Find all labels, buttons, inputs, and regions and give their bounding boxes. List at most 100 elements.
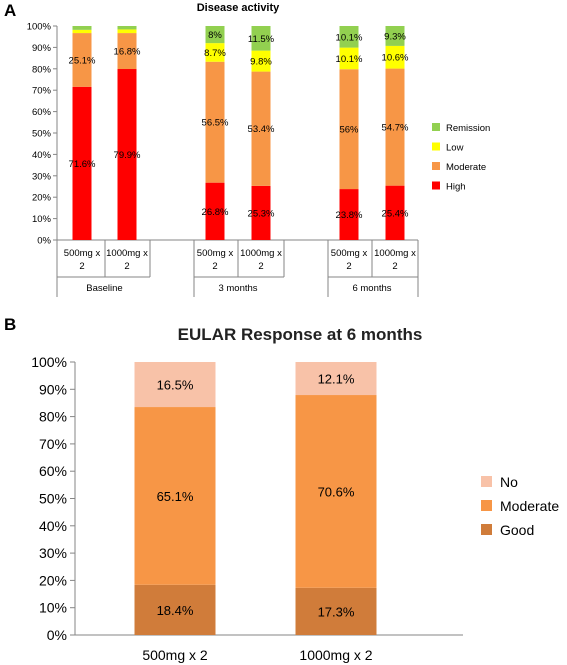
chart-a-y-tick-label: 30% (32, 171, 52, 182)
chart-b-y-tick-label: 10% (39, 600, 67, 616)
chart-b-y-tick-label: 70% (39, 436, 67, 452)
chart-b-y-tick-label: 30% (39, 545, 67, 561)
chart-b-category-label: 500mg x 2 (142, 647, 208, 663)
chart-a-y-tick-label: 10% (32, 214, 52, 225)
chart-b-y-tick-label: 80% (39, 409, 67, 425)
chart-a-legend-swatch-low (432, 142, 440, 151)
chart-a-legend-label-low: Low (446, 143, 464, 154)
chart-a-bar-moderate (117, 33, 137, 70)
chart-b-legend-swatch-moderate (481, 500, 492, 511)
chart-a-bar-low (205, 43, 225, 62)
chart-a-category-label: 1000mg x (240, 248, 282, 259)
chart-b-category-label: 1000mg x 2 (299, 647, 372, 663)
panel-label-a: A (4, 1, 16, 20)
chart-a-category-label: 2 (124, 261, 129, 272)
chart-b-y-tick-label: 100% (31, 354, 67, 370)
chart-a-y-tick-label: 40% (32, 150, 52, 161)
chart-a-bar-moderate (385, 68, 405, 186)
chart-a-bar-low (339, 47, 359, 70)
chart-a-category-label: 2 (346, 261, 351, 272)
chart-a-bar-moderate (251, 71, 271, 186)
chart-a-data-label-moderate: 56.5% (202, 118, 229, 129)
chart-b-data-label-no: 16.5% (157, 378, 194, 393)
chart-a-data-label-remission: 8% (208, 30, 222, 41)
chart-a-data-label-remission: 11.5% (248, 34, 275, 45)
chart-a-legend-swatch-remission (432, 123, 440, 131)
chart-a-bar-high (205, 182, 225, 240)
chart-b-eular-response: EULAR Response at 6 months 0% 10% 20% 30% 40%… (31, 325, 559, 663)
chart-a-bar-remission (339, 26, 359, 48)
chart-b-data-label-moderate: 70.6% (318, 484, 355, 499)
chart-b-y-tick-label: 0% (47, 627, 67, 643)
chart-a-bar-moderate (72, 33, 92, 87)
chart-a-category-label: 2 (79, 261, 84, 272)
chart-a-bar-remission (72, 26, 92, 30)
chart-b-legend-label-good: Good (500, 522, 534, 538)
chart-b-legend-label-no: No (500, 474, 518, 490)
chart-a-legend-swatch-high (432, 181, 440, 190)
chart-b-y-tick-label: 60% (39, 463, 67, 479)
chart-b-legend-label-moderate: Moderate (500, 498, 559, 514)
chart-a-title: Disease activity (197, 2, 280, 14)
chart-a-bar-low (72, 29, 92, 34)
chart-a-y-tick-label: 0% (37, 236, 51, 247)
chart-a-bar-high (385, 185, 405, 240)
chart-a-data-label-moderate: 25.1% (69, 55, 96, 66)
chart-a-y-tick-label: 90% (32, 43, 52, 54)
chart-a-bar-remission (251, 26, 271, 51)
chart-a-data-label-remission: 10.1% (336, 32, 363, 43)
chart-a-bar-moderate (205, 61, 225, 183)
chart-b-y-tick-label: 50% (39, 491, 67, 507)
chart-b-title: EULAR Response at 6 months (178, 325, 423, 344)
chart-a-legend-swatch-moderate (432, 162, 440, 170)
chart-a-y-tick-label: 70% (32, 86, 52, 97)
chart-a-bar-high (251, 185, 271, 240)
chart-b-legend-swatch-no (481, 476, 492, 487)
chart-a-bar-remission (205, 26, 225, 44)
chart-a-bar-high (72, 86, 92, 240)
chart-a-group-label-3-months: 3 months (218, 283, 257, 294)
chart-a-legend-label-moderate: Moderate (446, 162, 486, 173)
chart-b-data-label-moderate: 65.1% (157, 489, 194, 504)
chart-a-data-label-high: 79.9% (114, 150, 141, 161)
chart-b-y-tick-label: 20% (39, 572, 67, 588)
chart-a-category-label: 2 (258, 261, 263, 272)
chart-a-group-label-baseline: Baseline (86, 283, 122, 294)
chart-a-y-tick-label: 60% (32, 107, 52, 118)
chart-a-data-label-low: 10.6% (382, 53, 409, 64)
chart-b-y-tick-label: 40% (39, 518, 67, 534)
chart-a-data-label-moderate: 56% (339, 125, 359, 136)
chart-b-bar-no (295, 362, 377, 396)
chart-b-bar-moderate (295, 395, 377, 588)
chart-a-bar-low (117, 29, 137, 34)
chart-a-data-label-moderate: 53.4% (248, 124, 275, 135)
chart-a-data-label-high: 25.4% (382, 208, 409, 219)
chart-a-data-label-remission: 9.3% (384, 31, 406, 42)
chart-a-data-label-high: 25.3% (248, 208, 275, 219)
chart-b-data-label-no: 12.1% (318, 372, 355, 387)
chart-a-data-label-high: 23.8% (336, 210, 363, 221)
chart-a-data-label-low: 8.7% (204, 48, 226, 59)
chart-a-category-label: 500mg x (64, 248, 101, 259)
chart-b-bar-good (295, 587, 377, 635)
chart-a-bar-low (251, 50, 271, 72)
chart-a-category-label: 2 (212, 261, 217, 272)
chart-a-bar-low (385, 45, 405, 69)
chart-a-bar-remission (117, 26, 137, 30)
chart-b-bar-good (134, 584, 216, 635)
chart-a-bar-moderate (339, 69, 359, 190)
chart-a-data-label-low: 10.1% (336, 54, 363, 65)
chart-a-y-tick-label: 50% (32, 129, 52, 140)
chart-a-y-tick-label: 80% (32, 64, 52, 75)
chart-a-category-label: 500mg x (197, 248, 234, 259)
chart-b-bar-no (134, 362, 216, 408)
chart-a-bar-high (339, 189, 359, 240)
chart-a-bar-remission (385, 26, 405, 46)
panel-label-b: B (4, 315, 16, 334)
chart-a-data-label-high: 71.6% (69, 159, 96, 170)
chart-a-category-label: 1000mg x (374, 248, 416, 259)
chart-a-legend-label-high: High (446, 182, 466, 193)
chart-a-category-label: 1000mg x (106, 248, 148, 259)
chart-b-y-tick-label: 90% (39, 381, 67, 397)
